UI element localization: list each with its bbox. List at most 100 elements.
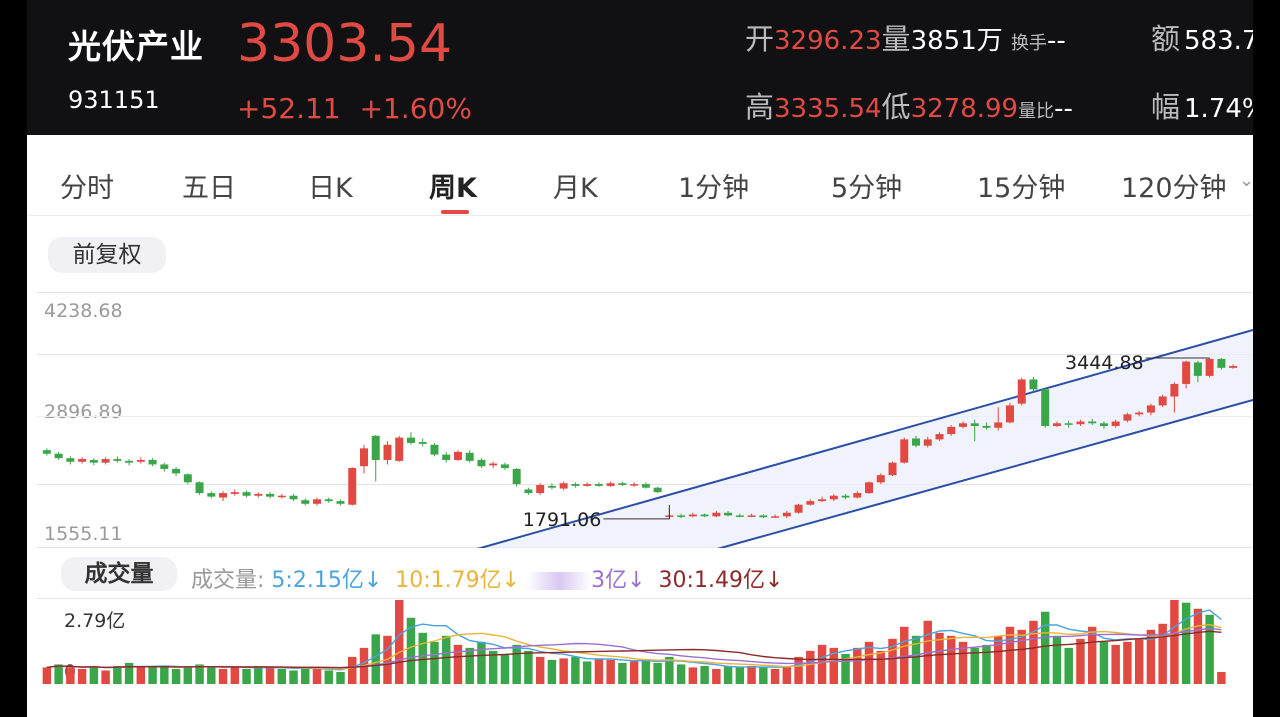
volume-bar: [817, 644, 827, 684]
volume-bar: [712, 668, 721, 684]
change-percent: +1.60%: [359, 92, 472, 125]
volume-bar: [301, 668, 310, 684]
candle-body: [301, 500, 310, 504]
volume-bar: [1111, 644, 1120, 684]
turnover-value: --: [1047, 26, 1066, 56]
volume-bar: [113, 665, 122, 684]
volume-bar: [1005, 626, 1015, 684]
tab-5-minute[interactable]: 5分钟: [831, 173, 903, 204]
volume-bar: [136, 667, 146, 684]
volume-bar: [853, 647, 862, 684]
candle-body: [583, 484, 592, 486]
volume-bar: [770, 668, 780, 684]
candle-body: [418, 442, 427, 444]
candle-body: [935, 434, 944, 440]
candle-body: [89, 459, 98, 463]
volume-bar: [1064, 647, 1073, 684]
tab-monthly-k[interactable]: 月K: [553, 173, 598, 204]
candle-body: [747, 515, 756, 517]
volume-bar: [876, 650, 886, 684]
candle-body: [430, 444, 439, 455]
quote-header: 光伏产业 931151 3303.54 +52.11 +1.60% 开3296.…: [27, 0, 1253, 135]
tab-daily-k[interactable]: 日K: [308, 173, 353, 204]
high-marker-label: 3444.88: [1065, 352, 1144, 374]
volume-bar: [535, 656, 545, 684]
adjust-mode-button[interactable]: 前复权: [48, 237, 166, 273]
candle-body: [759, 515, 768, 518]
candle-body: [113, 459, 122, 461]
candle-body: [277, 495, 286, 498]
volume-bar: [864, 641, 874, 684]
ma20-value: 3亿: [591, 568, 628, 593]
candle-body: [54, 453, 63, 459]
volume-chart[interactable]: [37, 598, 1253, 688]
candle-body: [806, 501, 815, 505]
candle-body: [453, 451, 462, 460]
candle-body: [254, 493, 263, 496]
tab-1-minute[interactable]: 1分钟: [678, 173, 750, 204]
volume-bar: [488, 650, 498, 684]
tab-intraday[interactable]: 分时: [60, 173, 114, 204]
stock-name: 光伏产业: [68, 27, 204, 66]
volume-bar: [394, 600, 404, 684]
candle-body: [771, 516, 780, 518]
candle-body: [195, 482, 204, 494]
tab-15-minute[interactable]: 15分钟: [977, 173, 1066, 204]
candle-body: [359, 448, 368, 467]
volume-bar: [641, 659, 651, 684]
volume-bar: [254, 665, 263, 684]
low-marker-line: [603, 504, 670, 520]
candle-body: [125, 460, 134, 463]
candle-body: [677, 515, 686, 517]
tab-120-minute[interactable]: 120分钟: [1121, 173, 1227, 204]
ma30-arrow-icon: ↓: [764, 568, 784, 593]
candle-body: [536, 485, 545, 494]
volume-bar: [465, 647, 474, 684]
volume-bar: [1205, 614, 1214, 684]
tab-weekly-k[interactable]: 周K: [429, 173, 477, 204]
candle-body: [1158, 396, 1167, 406]
ma20-arrow-icon: ↓: [627, 568, 646, 593]
high-label: 高: [745, 90, 775, 124]
volume-bar: [207, 667, 216, 684]
volume-bar: [970, 647, 979, 684]
volume-bar: [665, 656, 674, 684]
candle-body: [442, 454, 451, 460]
volume-bar: [1193, 608, 1203, 684]
volume-bar: [101, 670, 110, 684]
volume-bar: [747, 665, 756, 684]
candle-body: [500, 464, 509, 469]
candlestick-chart[interactable]: 3444.88 1791.06: [37, 292, 1253, 548]
candle-body: [923, 439, 932, 446]
volume-bar: [993, 635, 1003, 684]
candle-body: [1146, 405, 1155, 413]
candle-body: [230, 492, 239, 494]
candle-body: [1052, 423, 1061, 426]
volume-bar: [218, 668, 228, 684]
volume-bar: [559, 658, 568, 684]
candle-body: [477, 459, 486, 467]
volume-bar: [324, 670, 333, 684]
volume-axis-top: 2.79亿: [64, 610, 126, 632]
candle-body: [489, 463, 498, 466]
volume-bar: [1123, 641, 1132, 684]
volume-bar: [935, 632, 944, 684]
chevron-down-icon[interactable]: ⌄: [1239, 170, 1253, 191]
volume-bar: [759, 667, 768, 684]
open-stat: 开3296.23量3851万 换手--: [745, 16, 1066, 58]
candle-body: [618, 483, 627, 486]
vol-ratio-value: --: [1054, 94, 1073, 124]
volume-bar: [1217, 671, 1226, 684]
volume-bar: [500, 653, 510, 684]
ma5-value: 5:2.15亿: [271, 568, 364, 593]
volume-bar: [1076, 638, 1085, 684]
volume-bar: [148, 665, 157, 684]
open-label: 开: [745, 22, 775, 56]
volume-value: 3851万: [910, 26, 1003, 56]
tab-five-day[interactable]: 五日: [182, 173, 236, 204]
volume-bar: [888, 638, 897, 684]
volume-bar: [782, 665, 792, 684]
volume-panel-button[interactable]: 成交量: [61, 557, 177, 591]
volume-bar: [571, 656, 580, 684]
low-value: 3278.99: [910, 94, 1019, 124]
